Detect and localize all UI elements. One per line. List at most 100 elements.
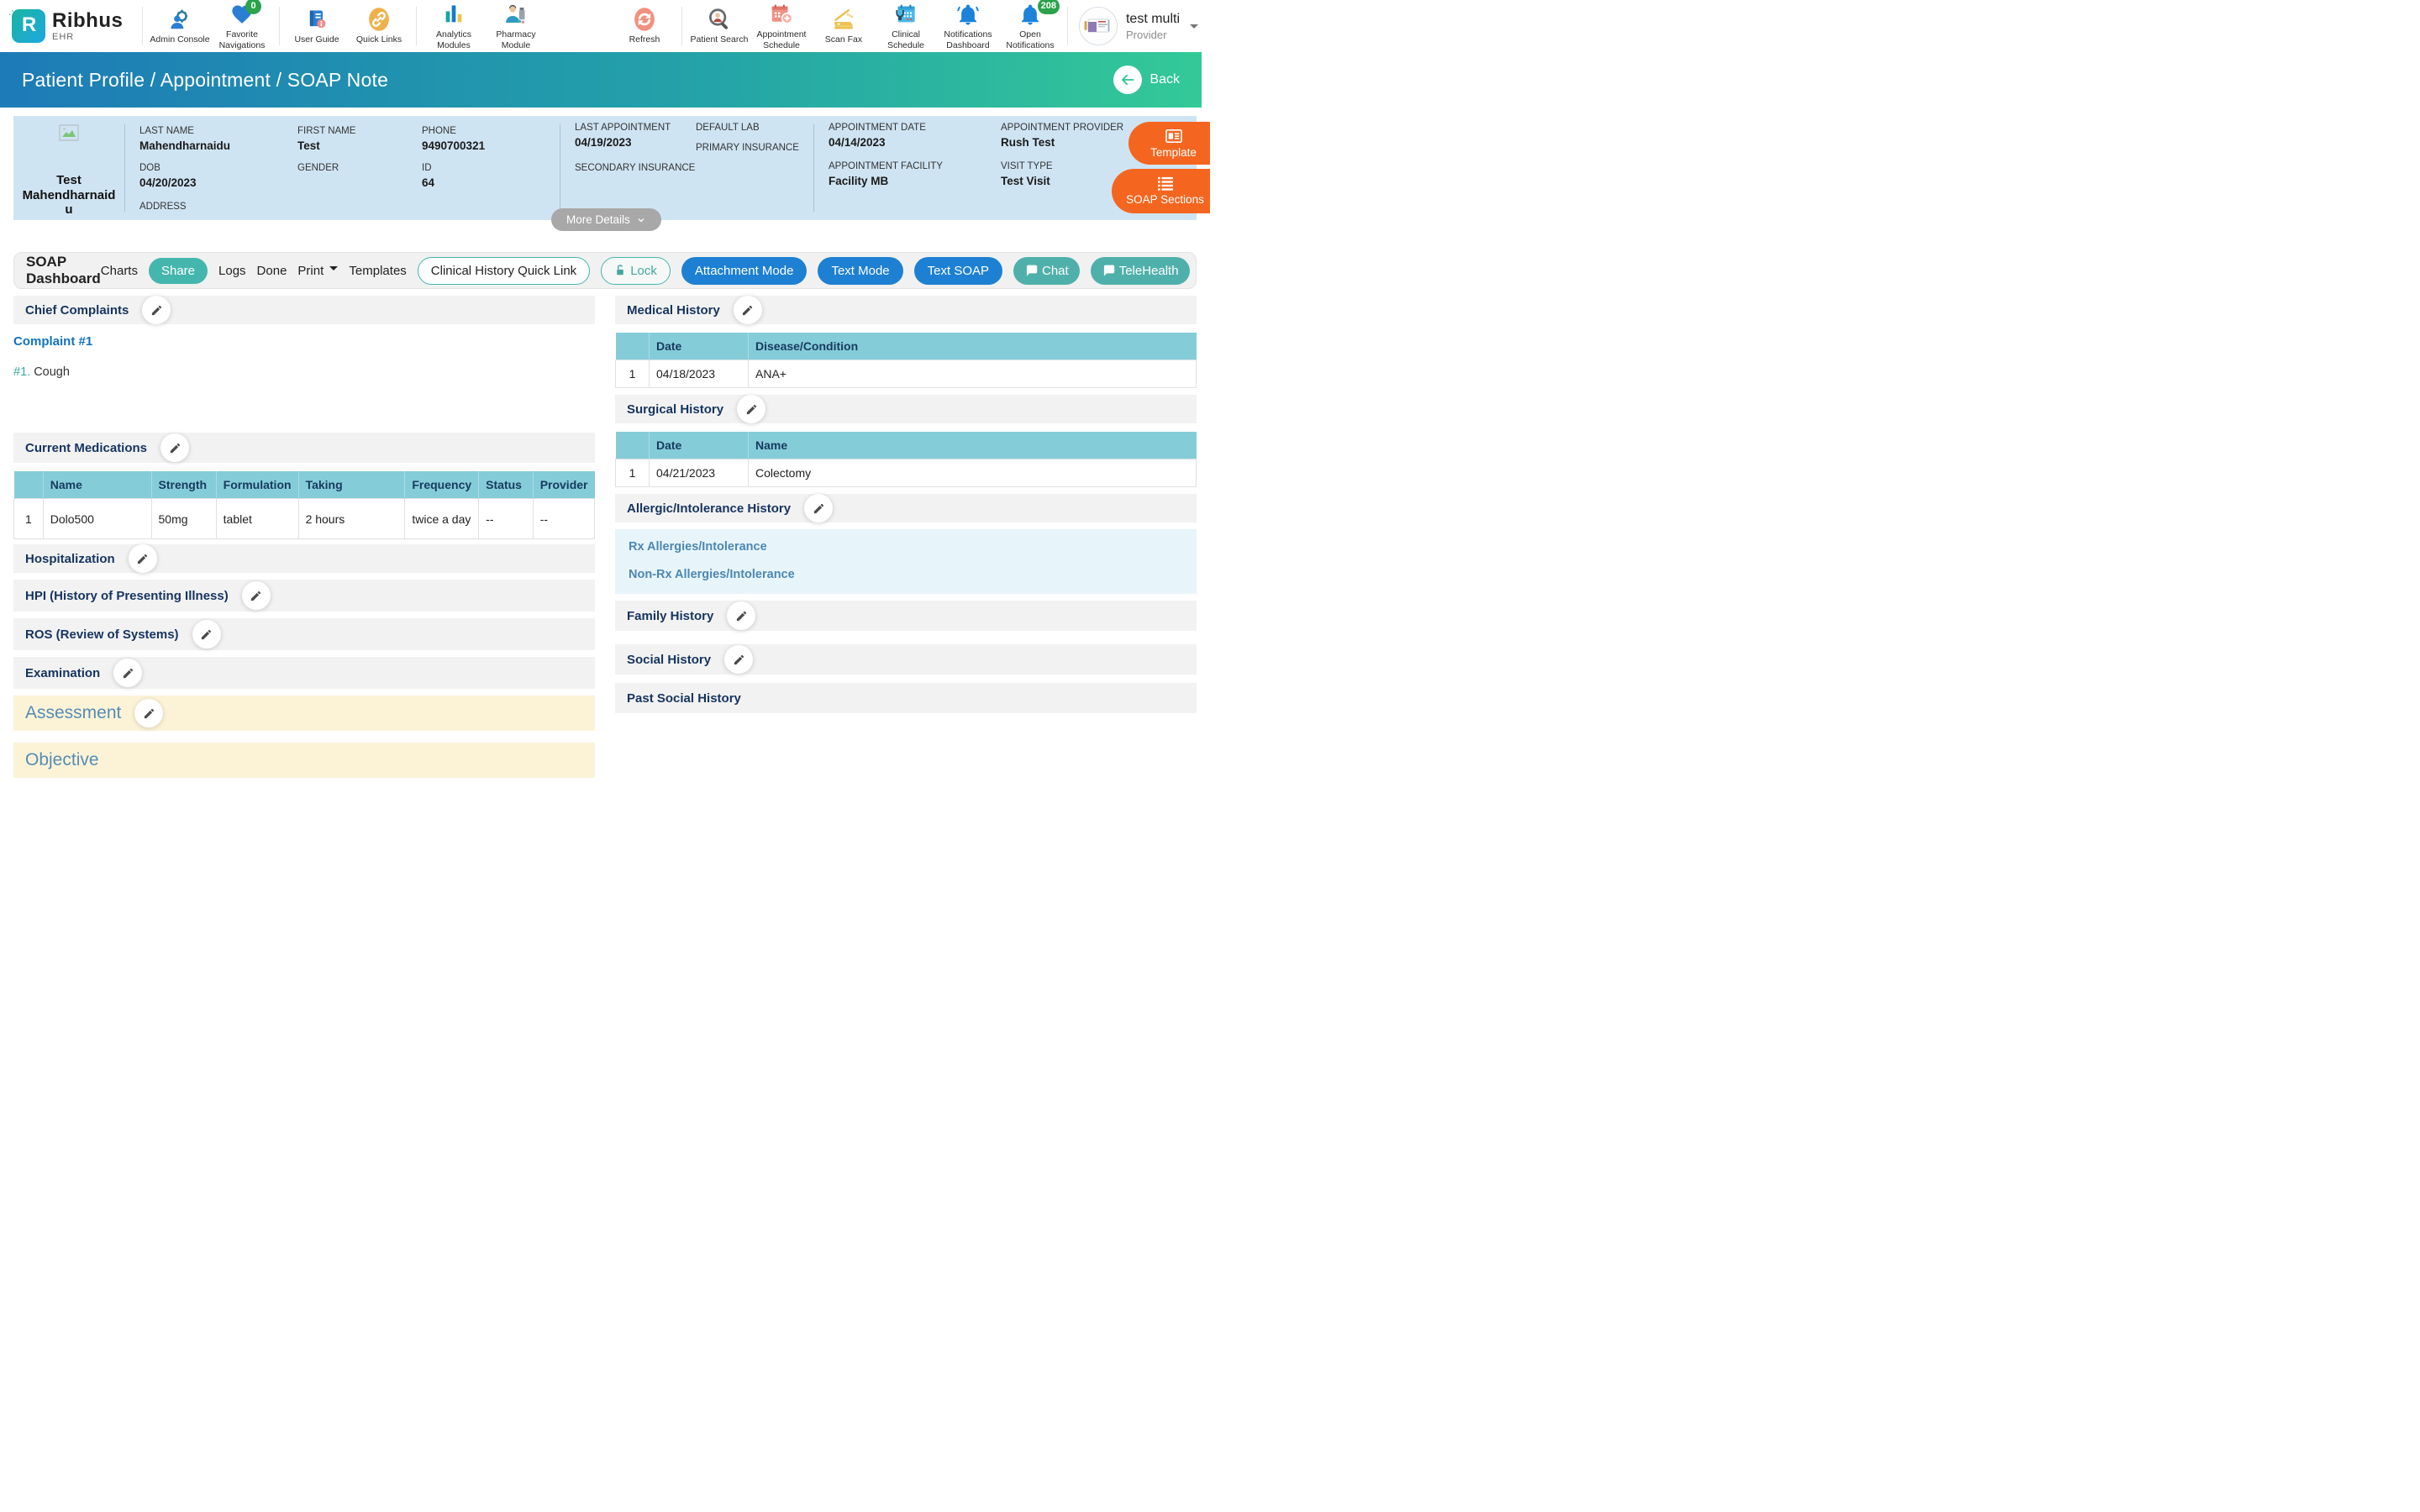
logs-link[interactable]: Logs <box>218 264 246 278</box>
done-link[interactable]: Done <box>257 264 287 278</box>
col-index <box>14 471 44 499</box>
user-avatar <box>1079 7 1118 45</box>
non-rx-allergies-link[interactable]: Non-Rx Allergies/Intolerance <box>629 568 1183 581</box>
cell-frequency: twice a day <box>405 499 479 539</box>
link-icon <box>366 7 392 32</box>
nav-admin-console[interactable]: Admin Console <box>149 7 211 45</box>
left-column: Chief Complaints Complaint #1 #1. Cough … <box>13 296 595 778</box>
field-value: Rush Test <box>1001 136 1123 149</box>
edit-surgical-history-button[interactable] <box>737 395 765 423</box>
edit-ros-button[interactable] <box>192 620 221 648</box>
attachment-mode-button[interactable]: Attachment Mode <box>681 257 808 285</box>
field-default-lab: DEFAULT LAB <box>696 123 760 133</box>
col-date: Date <box>650 333 749 360</box>
bar-chart-icon <box>442 2 466 27</box>
field-value: Test <box>297 139 355 152</box>
current-medications-header: Current Medications <box>13 433 595 463</box>
field-label: ADDRESS <box>139 202 187 212</box>
share-button[interactable]: Share <box>149 258 208 284</box>
print-dropdown[interactable]: Print <box>297 264 338 278</box>
edit-examination-button[interactable] <box>113 659 142 687</box>
nav-patient-search[interactable]: Patient Search <box>688 7 750 45</box>
pencil-icon <box>150 304 163 317</box>
family-history-header: Family History <box>615 601 1197 631</box>
col-name: Name <box>749 432 1197 459</box>
edit-social-history-button[interactable] <box>724 645 753 674</box>
nav-scan-fax[interactable]: Scan Fax <box>813 7 875 45</box>
unlock-icon <box>614 264 626 277</box>
edit-current-medications-button[interactable] <box>160 433 189 462</box>
nav-appointment-schedule[interactable]: Appointment Schedule <box>750 2 813 50</box>
nav-refresh[interactable]: Refresh <box>613 7 676 45</box>
nav-quick-links[interactable]: Quick Links <box>348 7 410 45</box>
section-title: Objective <box>25 750 99 770</box>
rx-allergies-link[interactable]: Rx Allergies/Intolerance <box>629 540 1183 554</box>
chevron-down-icon <box>329 266 338 275</box>
current-medications-table: Name Strength Formulation Taking Frequen… <box>13 471 595 539</box>
nav-user-guide[interactable]: User Guide <box>286 7 348 45</box>
complaint-text: Cough <box>34 365 70 379</box>
template-button[interactable]: Template <box>1128 122 1210 165</box>
edit-chief-complaints-button[interactable] <box>142 296 171 324</box>
gear-person-icon <box>167 7 192 32</box>
pencil-icon <box>813 502 825 515</box>
soap-sections-button[interactable]: SOAP Sections <box>1112 169 1210 213</box>
nav-label: Appointment Schedule <box>750 29 813 50</box>
pencil-icon <box>200 628 213 641</box>
nav-pharmacy-module[interactable]: Pharmacy Module <box>485 2 547 50</box>
edit-family-history-button[interactable] <box>727 601 755 630</box>
edit-hospitalization-button[interactable] <box>129 544 157 573</box>
field-label: PRIMARY INSURANCE <box>696 143 799 153</box>
section-title: Hospitalization <box>25 552 115 566</box>
lock-button[interactable]: Lock <box>601 257 671 285</box>
field-gender: GENDER <box>297 163 339 173</box>
nav-analytics-modules[interactable]: Analytics Modules <box>423 2 485 50</box>
cell-name: Colectomy <box>749 459 1197 487</box>
app-logo[interactable]: R∴ Ribhus EHR <box>12 9 136 43</box>
charts-link[interactable]: Charts <box>101 264 138 278</box>
cell-disease: ANA+ <box>749 360 1197 388</box>
patient-summary-card: Test Mahendharnaidu LAST NAME Mahendharn… <box>13 116 1197 220</box>
back-button[interactable]: Back <box>1113 66 1180 94</box>
hpi-header: HPI (History of Presenting Illness) <box>13 580 595 612</box>
section-title: Past Social History <box>627 691 741 706</box>
user-menu[interactable]: test multi Provider <box>1079 7 1202 45</box>
scanner-icon <box>831 7 856 32</box>
cell-index: 1 <box>616 459 650 487</box>
templates-link[interactable]: Templates <box>349 264 406 278</box>
col-provider: Provider <box>533 471 594 499</box>
clinical-history-quick-link-button[interactable]: Clinical History Quick Link <box>418 257 590 285</box>
pharmacist-icon <box>503 2 529 27</box>
soap-dashboard-title: SOAP Dashboard <box>26 254 101 287</box>
edit-medical-history-button[interactable] <box>734 296 762 324</box>
edit-hpi-button[interactable] <box>242 581 271 610</box>
text-mode-button[interactable]: Text Mode <box>818 257 902 285</box>
text-soap-button[interactable]: Text SOAP <box>914 257 1002 285</box>
pencil-icon <box>136 553 149 565</box>
complaint-1-link[interactable]: Complaint #1 <box>13 334 595 349</box>
more-details-button[interactable]: More Details <box>551 208 661 231</box>
divider <box>681 7 682 45</box>
nav-favorite-navigations[interactable]: 0 Favorite Navigations <box>211 2 273 50</box>
chat-button[interactable]: Chat <box>1013 257 1080 285</box>
edit-assessment-button[interactable] <box>134 699 163 727</box>
edit-allergic-history-button[interactable] <box>804 494 833 522</box>
field-address: ADDRESS <box>139 202 187 212</box>
patient-photo[interactable]: Test Mahendharnaidu <box>13 116 124 220</box>
field-value: 04/20/2023 <box>139 176 197 189</box>
table-row: 1 04/18/2023 ANA+ <box>616 360 1197 388</box>
back-label: Back <box>1150 72 1180 87</box>
section-title: Surgical History <box>627 402 723 417</box>
nav-open-notifications[interactable]: 208 Open Notifications <box>999 2 1061 50</box>
divider <box>142 7 143 45</box>
user-role: Provider <box>1126 29 1180 41</box>
telehealth-button[interactable]: TeleHealth <box>1091 257 1190 285</box>
nav-clinical-schedule[interactable]: Clinical Schedule <box>875 2 937 50</box>
nav-label: Notifications Dashboard <box>937 29 999 50</box>
template-icon <box>1165 129 1183 144</box>
cell-provider: -- <box>533 499 594 539</box>
past-social-history-header: Past Social History <box>615 683 1197 713</box>
nav-notifications-dashboard[interactable]: Notifications Dashboard <box>937 2 999 50</box>
cell-taking: 2 hours <box>298 499 405 539</box>
pencil-icon <box>733 654 745 666</box>
